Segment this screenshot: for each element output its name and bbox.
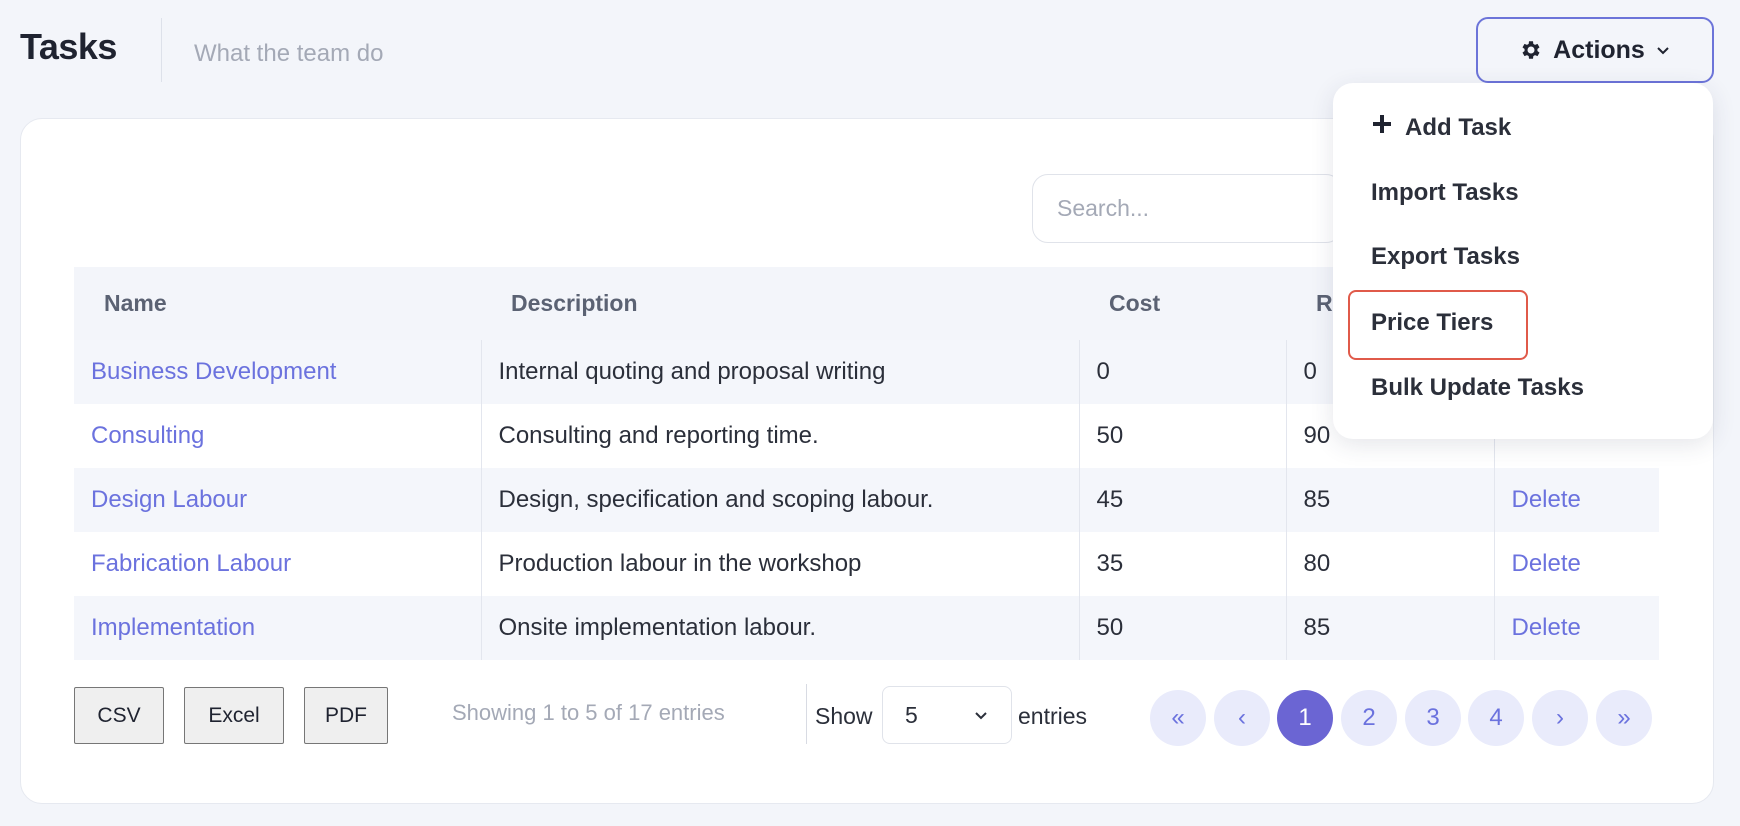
excel-export-button[interactable]: Excel [184,687,284,744]
menu-item-export-tasks[interactable]: Export Tasks [1371,243,1520,270]
pagination-last-button[interactable]: » [1596,690,1652,746]
menu-item-price-tiers[interactable]: Price Tiers [1371,309,1494,336]
task-name-link[interactable]: Consulting [91,422,205,449]
task-name-link[interactable]: Business Development [91,358,337,385]
column-header-name[interactable]: Name [104,290,167,316]
gear-icon [1519,38,1543,62]
tasks-table: Name Description Cost R Business Develop… [74,267,1659,660]
task-name-link[interactable]: Design Labour [91,486,248,513]
pagination-page-4[interactable]: 4 [1468,690,1524,746]
task-description: Consulting and reporting time. [480,404,1079,468]
task-cost: 50 [1078,596,1286,660]
pagination-page-2[interactable]: 2 [1341,690,1397,746]
delete-link[interactable]: Delete [1511,614,1581,641]
search-input[interactable] [1032,174,1342,243]
column-header-cost[interactable]: Cost [1109,290,1161,316]
task-cost: 35 [1078,532,1286,596]
chevron-down-icon [1655,42,1671,58]
task-rate: 85 [1285,468,1494,532]
actions-button-label: Actions [1553,35,1645,64]
menu-item-import-tasks[interactable]: Import Tasks [1371,179,1519,206]
delete-link[interactable]: Delete [1511,486,1581,513]
task-description: Internal quoting and proposal writing [480,340,1079,404]
task-cost: 45 [1078,468,1286,532]
menu-item-bulk-update-tasks[interactable]: Bulk Update Tasks [1371,374,1584,401]
task-rate: 85 [1285,596,1494,660]
task-name-link[interactable]: Implementation [91,614,256,641]
column-header-rate[interactable]: R [1316,290,1333,316]
task-cost: 50 [1078,404,1286,468]
page-length-value: 5 [905,701,918,728]
pagination-next-button[interactable]: › [1532,690,1588,746]
delete-link[interactable]: Delete [1511,550,1581,577]
task-description: Design, specification and scoping labour… [480,468,1079,532]
menu-item-add-task[interactable]: Add Task [1371,113,1511,142]
pdf-export-button[interactable]: PDF [304,687,388,744]
task-cost: 0 [1078,340,1286,404]
task-description: Production labour in the workshop [480,532,1079,596]
chevron-down-icon [973,702,989,729]
page-length-select[interactable]: 5 [882,686,1012,744]
showing-entries-info: Showing 1 to 5 of 17 entries [452,700,725,725]
table-row: Implementation Onsite implementation lab… [74,596,1659,660]
menu-item-label: Add Task [1405,113,1512,141]
pagination-page-1[interactable]: 1 [1277,690,1333,746]
csv-export-button[interactable]: CSV [74,687,164,744]
task-description: Onsite implementation labour. [480,596,1079,660]
tasks-table-wrapper: Name Description Cost R Business Develop… [74,267,1659,660]
plus-icon [1371,113,1393,142]
task-rate: 80 [1285,532,1494,596]
task-name-link[interactable]: Fabrication Labour [91,550,292,577]
page-subtitle: What the team do [194,40,384,67]
page-title: Tasks [20,26,117,67]
table-row: Fabrication Labour Production labour in … [74,532,1659,596]
entries-label: entries [1018,703,1088,729]
column-header-description[interactable]: Description [511,290,638,316]
footer-divider [806,684,807,744]
pagination-page-3[interactable]: 3 [1405,690,1461,746]
title-divider [161,18,162,82]
pagination-prev-button[interactable]: ‹ [1214,690,1270,746]
show-label: Show [815,703,873,729]
actions-button[interactable]: Actions [1476,17,1714,83]
table-row: Design Labour Design, specification and … [74,468,1659,532]
pagination-first-button[interactable]: « [1150,690,1206,746]
actions-dropdown-menu: Add Task Import Tasks Export Tasks Price… [1333,83,1713,439]
